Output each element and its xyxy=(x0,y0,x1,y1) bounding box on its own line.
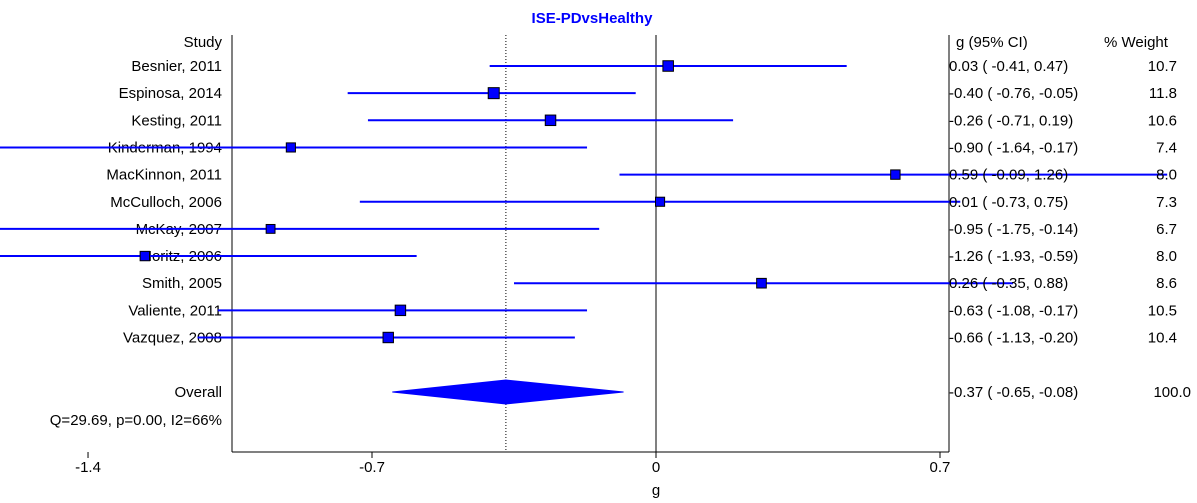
x-tick-label: 0 xyxy=(652,459,660,476)
study-label: Kesting, 2011 xyxy=(131,112,222,129)
ci-text: -0.66 ( -1.13, -0.20) xyxy=(949,330,1078,347)
study-label: MacKinnon, 2011 xyxy=(106,167,222,184)
ci-text: -0.63 ( -1.08, -0.17) xyxy=(949,302,1078,319)
effect-marker xyxy=(756,277,767,289)
effect-marker xyxy=(394,304,407,317)
chart-title: ISE-PDvsHealthy xyxy=(532,10,654,27)
ci-text: -1.26 ( -1.93, -0.59) xyxy=(949,248,1078,265)
x-axis-label: g xyxy=(652,482,660,499)
x-tick-label: 0.7 xyxy=(930,459,951,476)
ci-text: 0.59 ( -0.09, 1.26) xyxy=(949,167,1068,184)
weight-text: 10.5 xyxy=(1148,302,1177,319)
weight-text: 8.6 xyxy=(1156,275,1177,292)
weight-column-header: % Weight xyxy=(1104,34,1169,51)
effect-marker xyxy=(890,169,901,180)
ci-text: -0.26 ( -0.71, 0.19) xyxy=(949,112,1073,129)
study-label: Vazquez, 2008 xyxy=(123,330,222,347)
ci-text: -0.95 ( -1.75, -0.14) xyxy=(949,221,1078,238)
overall-weight-text: 100.0 xyxy=(1153,384,1191,401)
weight-text: 8.0 xyxy=(1156,167,1177,184)
weight-text: 6.7 xyxy=(1156,221,1177,238)
study-label: Espinosa, 2014 xyxy=(119,85,222,102)
effect-marker xyxy=(139,250,151,262)
overall-diamond xyxy=(392,379,624,405)
effect-marker xyxy=(544,114,557,127)
effect-marker xyxy=(662,60,674,72)
x-tick-label: -0.7 xyxy=(359,459,385,476)
ci-text: -0.90 ( -1.64, -0.17) xyxy=(949,139,1078,156)
overall-ci-text: -0.37 ( -0.65, -0.08) xyxy=(949,384,1078,401)
effect-marker xyxy=(655,196,666,207)
overall-label: Overall xyxy=(174,384,222,401)
effect-marker xyxy=(382,331,394,344)
study-label: Besnier, 2011 xyxy=(131,58,222,75)
ci-column-header: g (95% CI) xyxy=(956,34,1028,51)
ci-text: 0.03 ( -0.41, 0.47) xyxy=(949,58,1068,75)
weight-text: 7.4 xyxy=(1156,139,1177,156)
study-column-header: Study xyxy=(184,34,223,51)
effect-marker xyxy=(487,87,500,100)
weight-text: 10.7 xyxy=(1148,58,1177,75)
x-tick-label: -1.4 xyxy=(75,459,101,476)
weight-text: 10.6 xyxy=(1148,112,1177,129)
weight-text: 10.4 xyxy=(1148,330,1177,347)
ci-text: 0.01 ( -0.73, 0.75) xyxy=(949,194,1068,211)
ci-text: 0.26 ( -0.35, 0.88) xyxy=(949,275,1068,292)
heterogeneity-stats: Q=29.69, p=0.00, I2=66% xyxy=(50,412,222,429)
effect-marker xyxy=(265,223,276,234)
ci-text: -0.40 ( -0.76, -0.05) xyxy=(949,85,1078,102)
study-label: McCulloch, 2006 xyxy=(110,194,222,211)
weight-text: 11.8 xyxy=(1149,85,1177,102)
effect-marker xyxy=(285,142,296,153)
study-label: Smith, 2005 xyxy=(142,275,222,292)
weight-text: 7.3 xyxy=(1156,194,1177,211)
weight-text: 8.0 xyxy=(1156,248,1177,265)
study-label: Valiente, 2011 xyxy=(128,302,222,319)
